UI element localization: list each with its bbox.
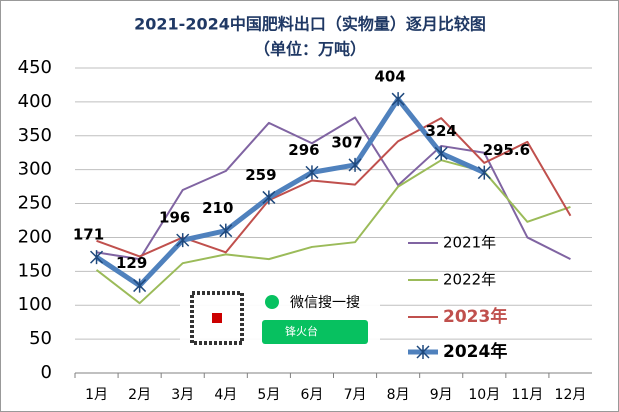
y-tick-label: 50 xyxy=(29,328,52,349)
marker xyxy=(391,92,405,107)
legend-label: 2021年 xyxy=(443,234,496,252)
series-line xyxy=(96,116,571,261)
data-label: 296 xyxy=(288,141,319,159)
x-tick-label: 9月 xyxy=(430,387,453,403)
y-tick-label: 250 xyxy=(18,193,52,214)
legend-label: 2023年 xyxy=(443,306,507,327)
legend-label: 2024年 xyxy=(443,341,507,362)
data-label: 307 xyxy=(331,133,362,151)
y-tick-label: 350 xyxy=(18,125,52,146)
legend-label: 2022年 xyxy=(443,271,496,289)
y-tick-label: 100 xyxy=(18,294,52,315)
data-label: 210 xyxy=(202,199,233,217)
x-tick-label: 12月 xyxy=(555,387,587,403)
x-tick-label: 11月 xyxy=(511,387,543,403)
marker xyxy=(219,223,233,238)
data-label: 324 xyxy=(426,122,457,140)
data-label: 259 xyxy=(245,166,276,184)
x-tick-label: 1月 xyxy=(85,387,108,403)
search-box xyxy=(262,320,368,344)
y-tick-label: 450 xyxy=(18,57,52,78)
watermark: 微信搜一搜 锋火台 xyxy=(180,285,380,357)
data-label: 171 xyxy=(73,226,104,244)
chart-subtitle: （单位：万吨） xyxy=(254,40,366,59)
marker xyxy=(305,165,319,180)
x-tick-label: 4月 xyxy=(214,387,237,403)
marker xyxy=(176,233,190,248)
y-tick-label: 0 xyxy=(41,362,52,383)
qr-center xyxy=(212,313,222,323)
x-tick-label: 5月 xyxy=(257,387,280,403)
data-label: 404 xyxy=(374,68,405,86)
y-tick-label: 300 xyxy=(18,159,52,180)
series-line xyxy=(95,96,486,289)
series-line xyxy=(96,117,572,258)
marker xyxy=(262,190,276,205)
y-tick-label: 150 xyxy=(18,260,52,281)
x-tick-label: 8月 xyxy=(387,387,410,403)
x-tick-label: 10月 xyxy=(468,387,500,403)
chart-title: 2021-2024中国肥料出口（实物量）逐月比较图 xyxy=(134,15,486,34)
watermark-name: 锋火台 xyxy=(285,324,318,338)
data-label: 295.6 xyxy=(483,141,530,159)
data-label: 129 xyxy=(116,254,147,272)
y-tick-label: 200 xyxy=(18,226,52,247)
marker xyxy=(133,278,147,293)
wechat-icon xyxy=(265,295,279,309)
marker xyxy=(434,146,448,161)
marker xyxy=(477,165,491,180)
data-label: 196 xyxy=(159,209,190,227)
x-tick-label: 6月 xyxy=(300,387,323,403)
y-tick-label: 400 xyxy=(18,91,52,112)
qr-code xyxy=(190,291,244,345)
legend-marker xyxy=(416,345,430,359)
marker xyxy=(90,250,104,265)
x-tick-label: 3月 xyxy=(171,387,194,403)
marker xyxy=(348,157,362,172)
x-tick-label: 2月 xyxy=(128,387,151,403)
series-line xyxy=(95,159,571,305)
x-tick-label: 7月 xyxy=(344,387,367,403)
watermark-text: 微信搜一搜 xyxy=(290,295,360,311)
